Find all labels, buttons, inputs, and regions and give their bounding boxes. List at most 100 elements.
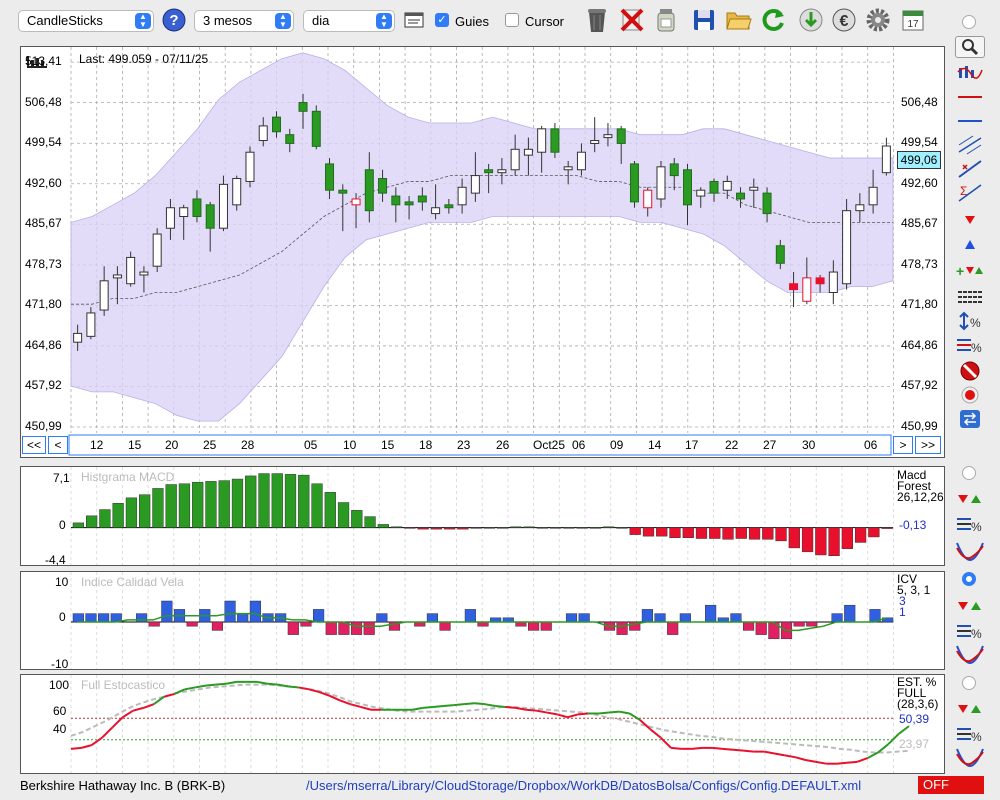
help-button[interactable]: ?: [160, 6, 188, 34]
trendline-button[interactable]: [955, 158, 985, 180]
red-line-button[interactable]: [955, 86, 985, 108]
icv-panel-radio[interactable]: [962, 572, 976, 586]
icv-bar: [667, 621, 679, 635]
stochastic-panel[interactable]: Full Estocastico 100 60 40 EST. % FULL (…: [20, 674, 945, 774]
open-button[interactable]: [725, 6, 753, 34]
icv-title: Indice Calidad Vela: [81, 575, 184, 589]
stoch-fast-segment: [318, 691, 330, 697]
config-path[interactable]: /Users/mserra/Library/CloudStorage/Dropb…: [306, 778, 862, 793]
candle-body: [325, 163, 335, 191]
blue-line-button[interactable]: [955, 110, 985, 132]
refresh-button[interactable]: [760, 6, 788, 34]
sum-line-button[interactable]: Σ: [955, 182, 985, 204]
percent-lines-button[interactable]: %: [955, 334, 985, 356]
candle-body: [523, 148, 533, 156]
settings-button[interactable]: [864, 6, 892, 34]
candle-body: [842, 210, 852, 285]
stoch-curve-button[interactable]: [955, 746, 985, 768]
stop-button[interactable]: [955, 360, 985, 382]
scroll-next-button[interactable]: >: [893, 436, 913, 454]
icv-arrows-button[interactable]: [955, 595, 985, 617]
stoch-fast-segment: [226, 680, 237, 685]
stoch-arrows-button[interactable]: [955, 698, 985, 720]
percent-range-button[interactable]: %: [955, 310, 985, 332]
x-axis-label: 18: [419, 438, 433, 452]
macd-bar: [682, 527, 694, 538]
window-button[interactable]: [400, 6, 428, 34]
icv-bar: [464, 609, 476, 623]
period-select[interactable]: 3 mesos ▲ ▼: [194, 10, 294, 32]
calendar-button[interactable]: 17: [899, 6, 927, 34]
swap-button[interactable]: [955, 408, 985, 430]
scroll-prev-button[interactable]: <: [48, 436, 68, 454]
stoch-fast-segment: [350, 703, 361, 708]
arrow-down-button[interactable]: [955, 208, 985, 230]
save-button[interactable]: [690, 6, 718, 34]
stoch-percent-button[interactable]: %: [955, 723, 985, 745]
x-axis-label: 06: [864, 438, 878, 452]
icv-bar: [350, 621, 363, 635]
percent-lines-icon: %: [957, 625, 982, 641]
macd-curve-button[interactable]: [955, 540, 985, 562]
record-icon: [961, 386, 979, 404]
stoch-fast-segment: [505, 705, 516, 709]
macd-bar: [139, 494, 151, 528]
chevron-updown-icon: ▲ ▼: [275, 13, 291, 29]
price-chart-panel[interactable]: Last: 499.059 - 07/11/25 499,06 513,41 50…: [20, 46, 945, 458]
chart-type-select[interactable]: CandleSticks ▲ ▼: [18, 10, 154, 32]
download-button[interactable]: [797, 6, 825, 34]
lines-button[interactable]: [955, 286, 985, 308]
macd-bar: [457, 527, 469, 530]
x-axis-label: 09: [610, 438, 624, 452]
chevron-updown-icon: ▲ ▼: [135, 13, 151, 29]
macd-panel-radio[interactable]: [962, 466, 976, 480]
stoch-fast-segment: [670, 746, 682, 750]
stoch-panel-radio[interactable]: [962, 676, 976, 690]
candle-body: [417, 195, 427, 203]
jar-button[interactable]: [652, 6, 680, 34]
scroll-first-button[interactable]: <<: [22, 436, 46, 454]
zoom-tool-button[interactable]: [955, 36, 985, 58]
chart-overlay-button[interactable]: [955, 62, 985, 84]
euro-button[interactable]: €: [830, 6, 858, 34]
macd-name: Macd: [897, 468, 927, 482]
macd-panel[interactable]: Histgrama MACD 7,1 0 -4,4 Macd Forest 26…: [20, 466, 945, 567]
cursor-checkbox[interactable]: [505, 13, 519, 27]
delete-button[interactable]: [618, 6, 646, 34]
stoch-y-40: 40: [53, 722, 67, 736]
stoch-slow-line: [70, 683, 910, 754]
stoch-fast-segment: [474, 702, 485, 706]
x-axis-label: 30: [802, 438, 816, 452]
icv-curve-button[interactable]: [955, 643, 985, 665]
macd-bar: [576, 527, 588, 529]
stoch-fast-segment: [267, 682, 279, 686]
icv-panel[interactable]: Indice Calidad Vela 10 0 -10 ICV 5, 3, 1…: [20, 571, 945, 671]
record-button[interactable]: [955, 384, 985, 406]
candle-body: [736, 192, 746, 200]
add-arrows-button[interactable]: +: [955, 260, 985, 282]
guides-checkbox[interactable]: ✓: [435, 13, 449, 27]
current-price-badge: 499,06: [897, 151, 941, 169]
scroll-last-button[interactable]: >>: [915, 436, 941, 454]
trash-button[interactable]: [583, 6, 611, 34]
macd-arrows-button[interactable]: [955, 488, 985, 510]
channel-tool-button[interactable]: [955, 134, 985, 156]
y-axis-label-left: 471,80: [25, 297, 62, 312]
candlestick-chart[interactable]: [21, 47, 944, 457]
interval-select[interactable]: dia ▲ ▼: [303, 10, 395, 32]
arrow-up-button[interactable]: [955, 234, 985, 256]
stoch-fast-segment: [836, 761, 848, 765]
main-panel-radio[interactable]: [962, 15, 976, 29]
macd-percent-button[interactable]: %: [955, 513, 985, 535]
status-off-badge[interactable]: OFF: [918, 776, 984, 794]
stoch-fast-segment: [733, 748, 744, 752]
stoch-fast-segment: [91, 736, 103, 746]
stoch-fast-segment: [639, 719, 652, 731]
candle-body: [603, 134, 613, 139]
icv-percent-button[interactable]: %: [955, 620, 985, 642]
stoch-fast-segment: [194, 684, 206, 689]
macd-bar: [99, 509, 111, 528]
macd-y-zero: 0: [59, 518, 66, 532]
trash-icon: [588, 9, 606, 32]
candle-body: [86, 312, 96, 337]
